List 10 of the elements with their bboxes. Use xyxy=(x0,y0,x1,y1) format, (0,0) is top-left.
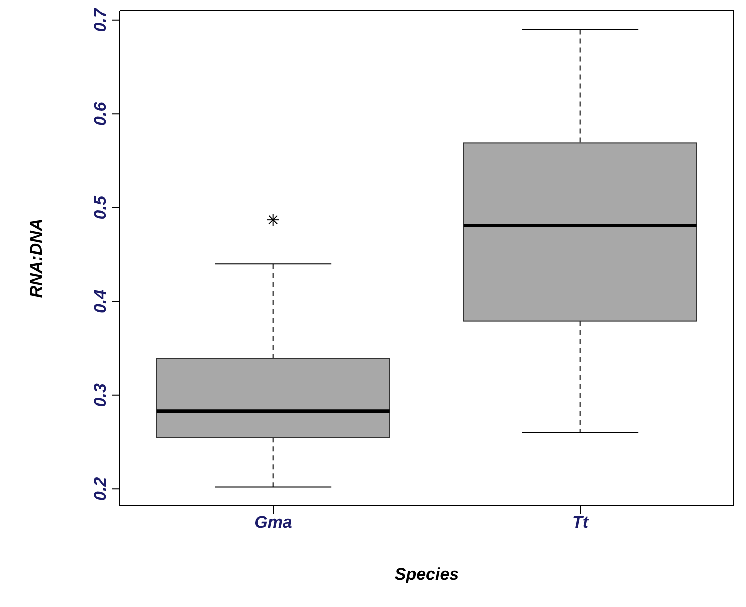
y-tick-label: 0.7 xyxy=(91,7,110,32)
x-axis-title: Species xyxy=(394,565,460,584)
y-tick-label: 0.6 xyxy=(91,102,110,126)
y-tick-label: 0.5 xyxy=(91,196,110,220)
y-axis-title: RNA:DNA xyxy=(27,218,46,298)
y-tick-label: 0.3 xyxy=(91,383,110,408)
x-tick-label: Gma xyxy=(254,513,292,532)
y-tick-label: 0.2 xyxy=(91,476,110,501)
y-tick-label: 0.4 xyxy=(91,289,110,314)
x-tick-label: Tt xyxy=(572,513,590,532)
